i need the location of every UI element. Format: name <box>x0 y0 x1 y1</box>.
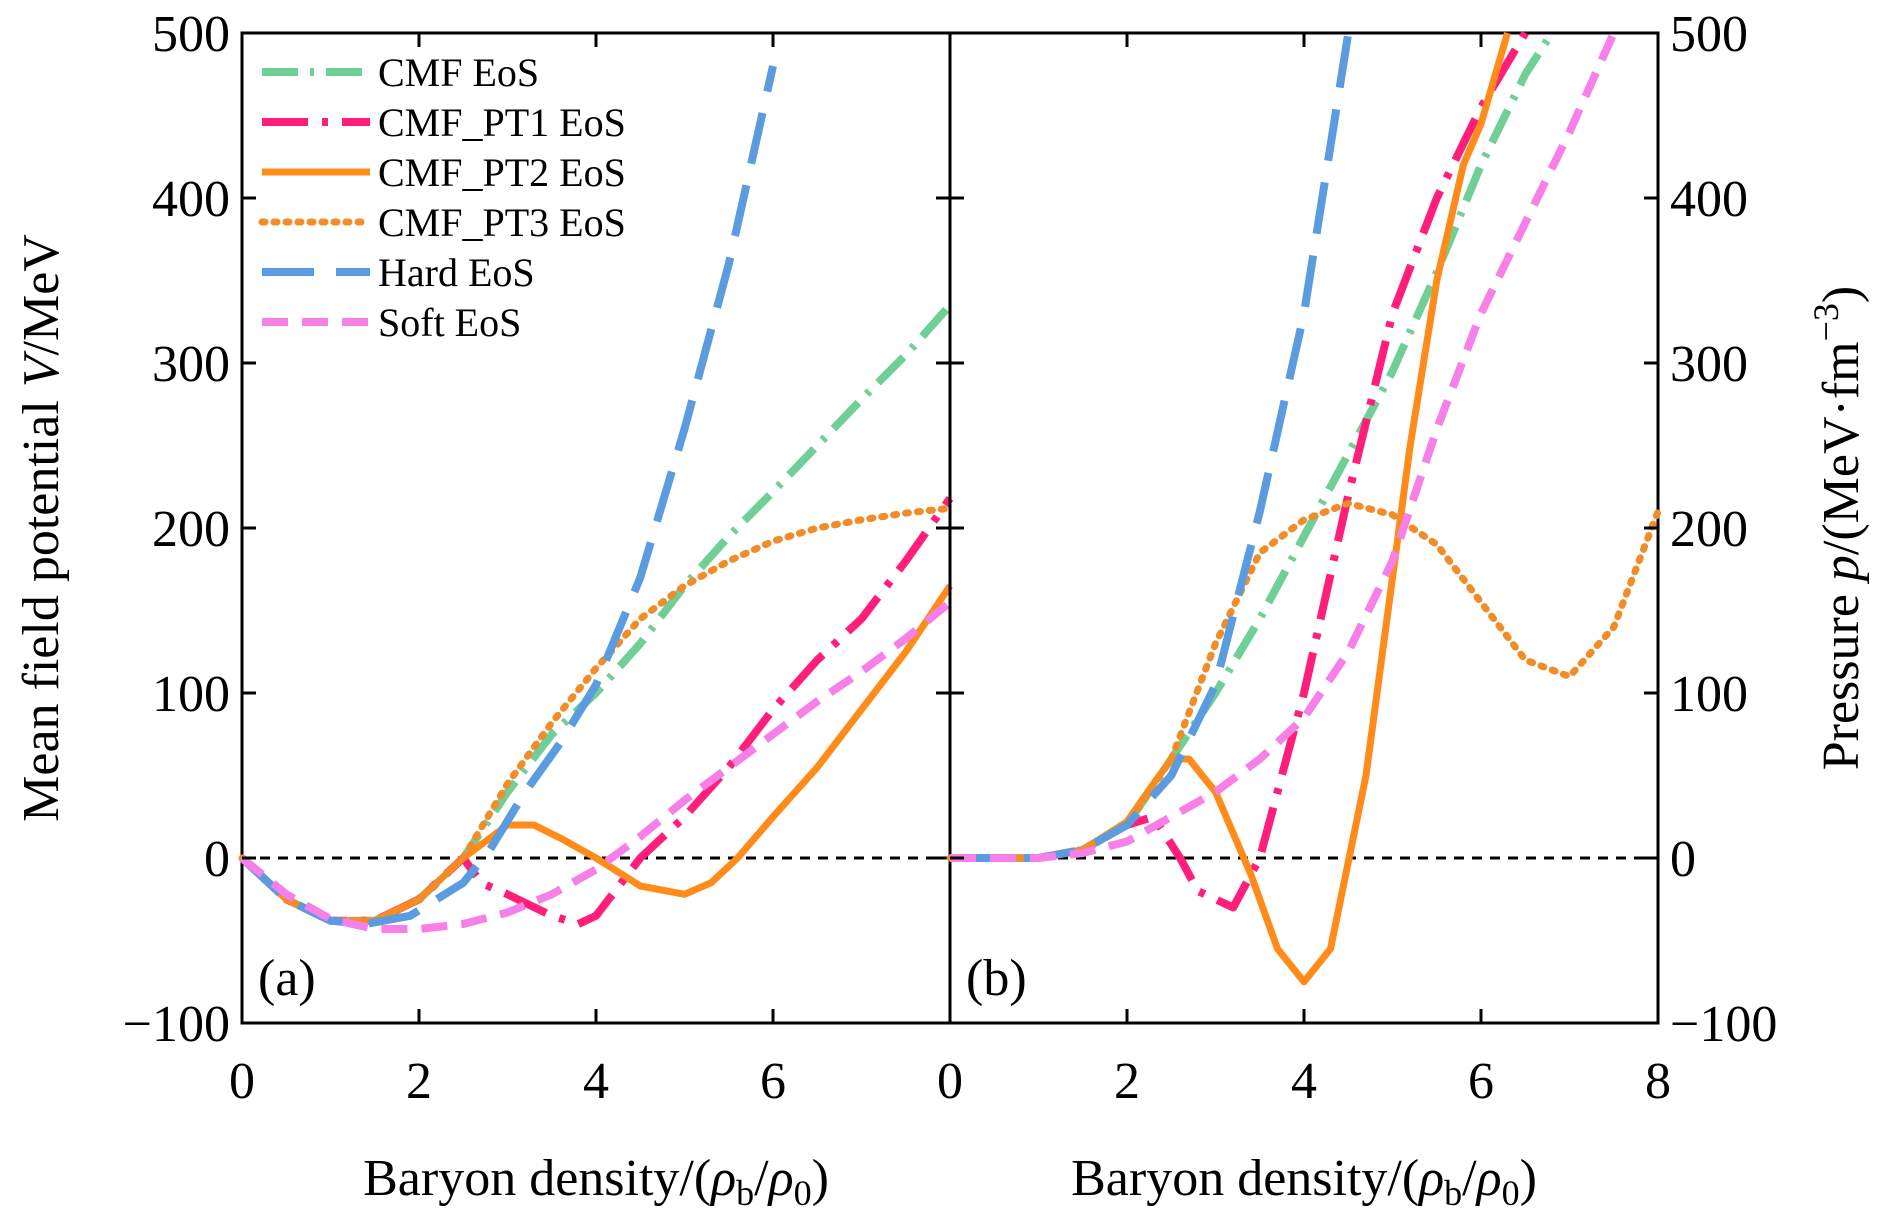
x-tick-label: 6 <box>760 1053 786 1110</box>
x-axis-title-b: Baryon density/(ρb/ρ0) <box>1071 1150 1537 1213</box>
y-tick-label: 400 <box>1670 171 1748 228</box>
panel-a-label: (a) <box>258 950 316 1007</box>
y-tick-label: −100 <box>123 996 230 1053</box>
legend-label: Hard EoS <box>378 250 535 295</box>
legend-label: CMF_PT3 EoS <box>378 200 626 245</box>
legend-label: Soft EoS <box>378 300 521 345</box>
y-tick-label: 0 <box>1670 831 1696 888</box>
x-tick-label: 8 <box>1645 1053 1671 1110</box>
y-tick-label: 100 <box>1670 666 1748 723</box>
series-line-soft-eos <box>239 599 953 933</box>
y-tick-label: 500 <box>1670 6 1748 63</box>
series-line-cmf-pt1-eos <box>239 495 954 928</box>
y-axis-title-left: Mean field potential V/MeV <box>13 234 70 822</box>
panel-b-label: (b) <box>966 950 1027 1007</box>
x-tick-label: 0 <box>229 1053 255 1110</box>
series-line-cmf-eos <box>950 30 1556 862</box>
y-tick-label: 0 <box>204 831 230 888</box>
series-line-hard-eos <box>239 65 777 928</box>
legend-label: CMF_PT2 EoS <box>378 150 626 195</box>
series-line-cmf-pt1-eos <box>950 30 1529 912</box>
legend: CMF EoS CMF_PT1 EoS CMF_PT2 EoS CMF_PT3 EoS… <box>258 50 626 345</box>
legend-label: CMF_PT1 EoS <box>378 100 626 145</box>
y-tick-label: 300 <box>152 336 230 393</box>
y-tick-label: 400 <box>152 171 230 228</box>
y-axis-title-right: Pressure p/(MeV·fm−3) <box>1806 286 1870 771</box>
x-tick-label: 2 <box>1114 1053 1140 1110</box>
y-tick-label: 200 <box>1670 501 1748 558</box>
series-line-soft-eos <box>950 31 1618 862</box>
y-tick-label: −100 <box>1670 996 1777 1053</box>
y-tick-label: 100 <box>152 666 230 723</box>
y-tick-label: 300 <box>1670 336 1748 393</box>
x-tick-label: 6 <box>1468 1053 1494 1110</box>
panel-b: 0 2 4 6 8−100 0 100 200 300 400 500 (b) <box>937 6 1777 1110</box>
x-axis-title-a: Baryon density/(ρb/ρ0) <box>363 1150 829 1213</box>
y-tick-label: 200 <box>152 501 230 558</box>
series-line-cmf-pt2-eos <box>950 32 1511 986</box>
series-line-cmf-pt3-eos <box>238 504 954 925</box>
x-tick-label: 2 <box>406 1053 432 1110</box>
series-line-cmf-eos <box>239 302 953 925</box>
x-tick-label: 0 <box>937 1053 963 1110</box>
x-tick-label: 4 <box>1291 1053 1317 1110</box>
legend-label: CMF EoS <box>378 50 539 95</box>
x-tick-label: 4 <box>583 1053 609 1110</box>
y-tick-label: 500 <box>152 6 230 63</box>
